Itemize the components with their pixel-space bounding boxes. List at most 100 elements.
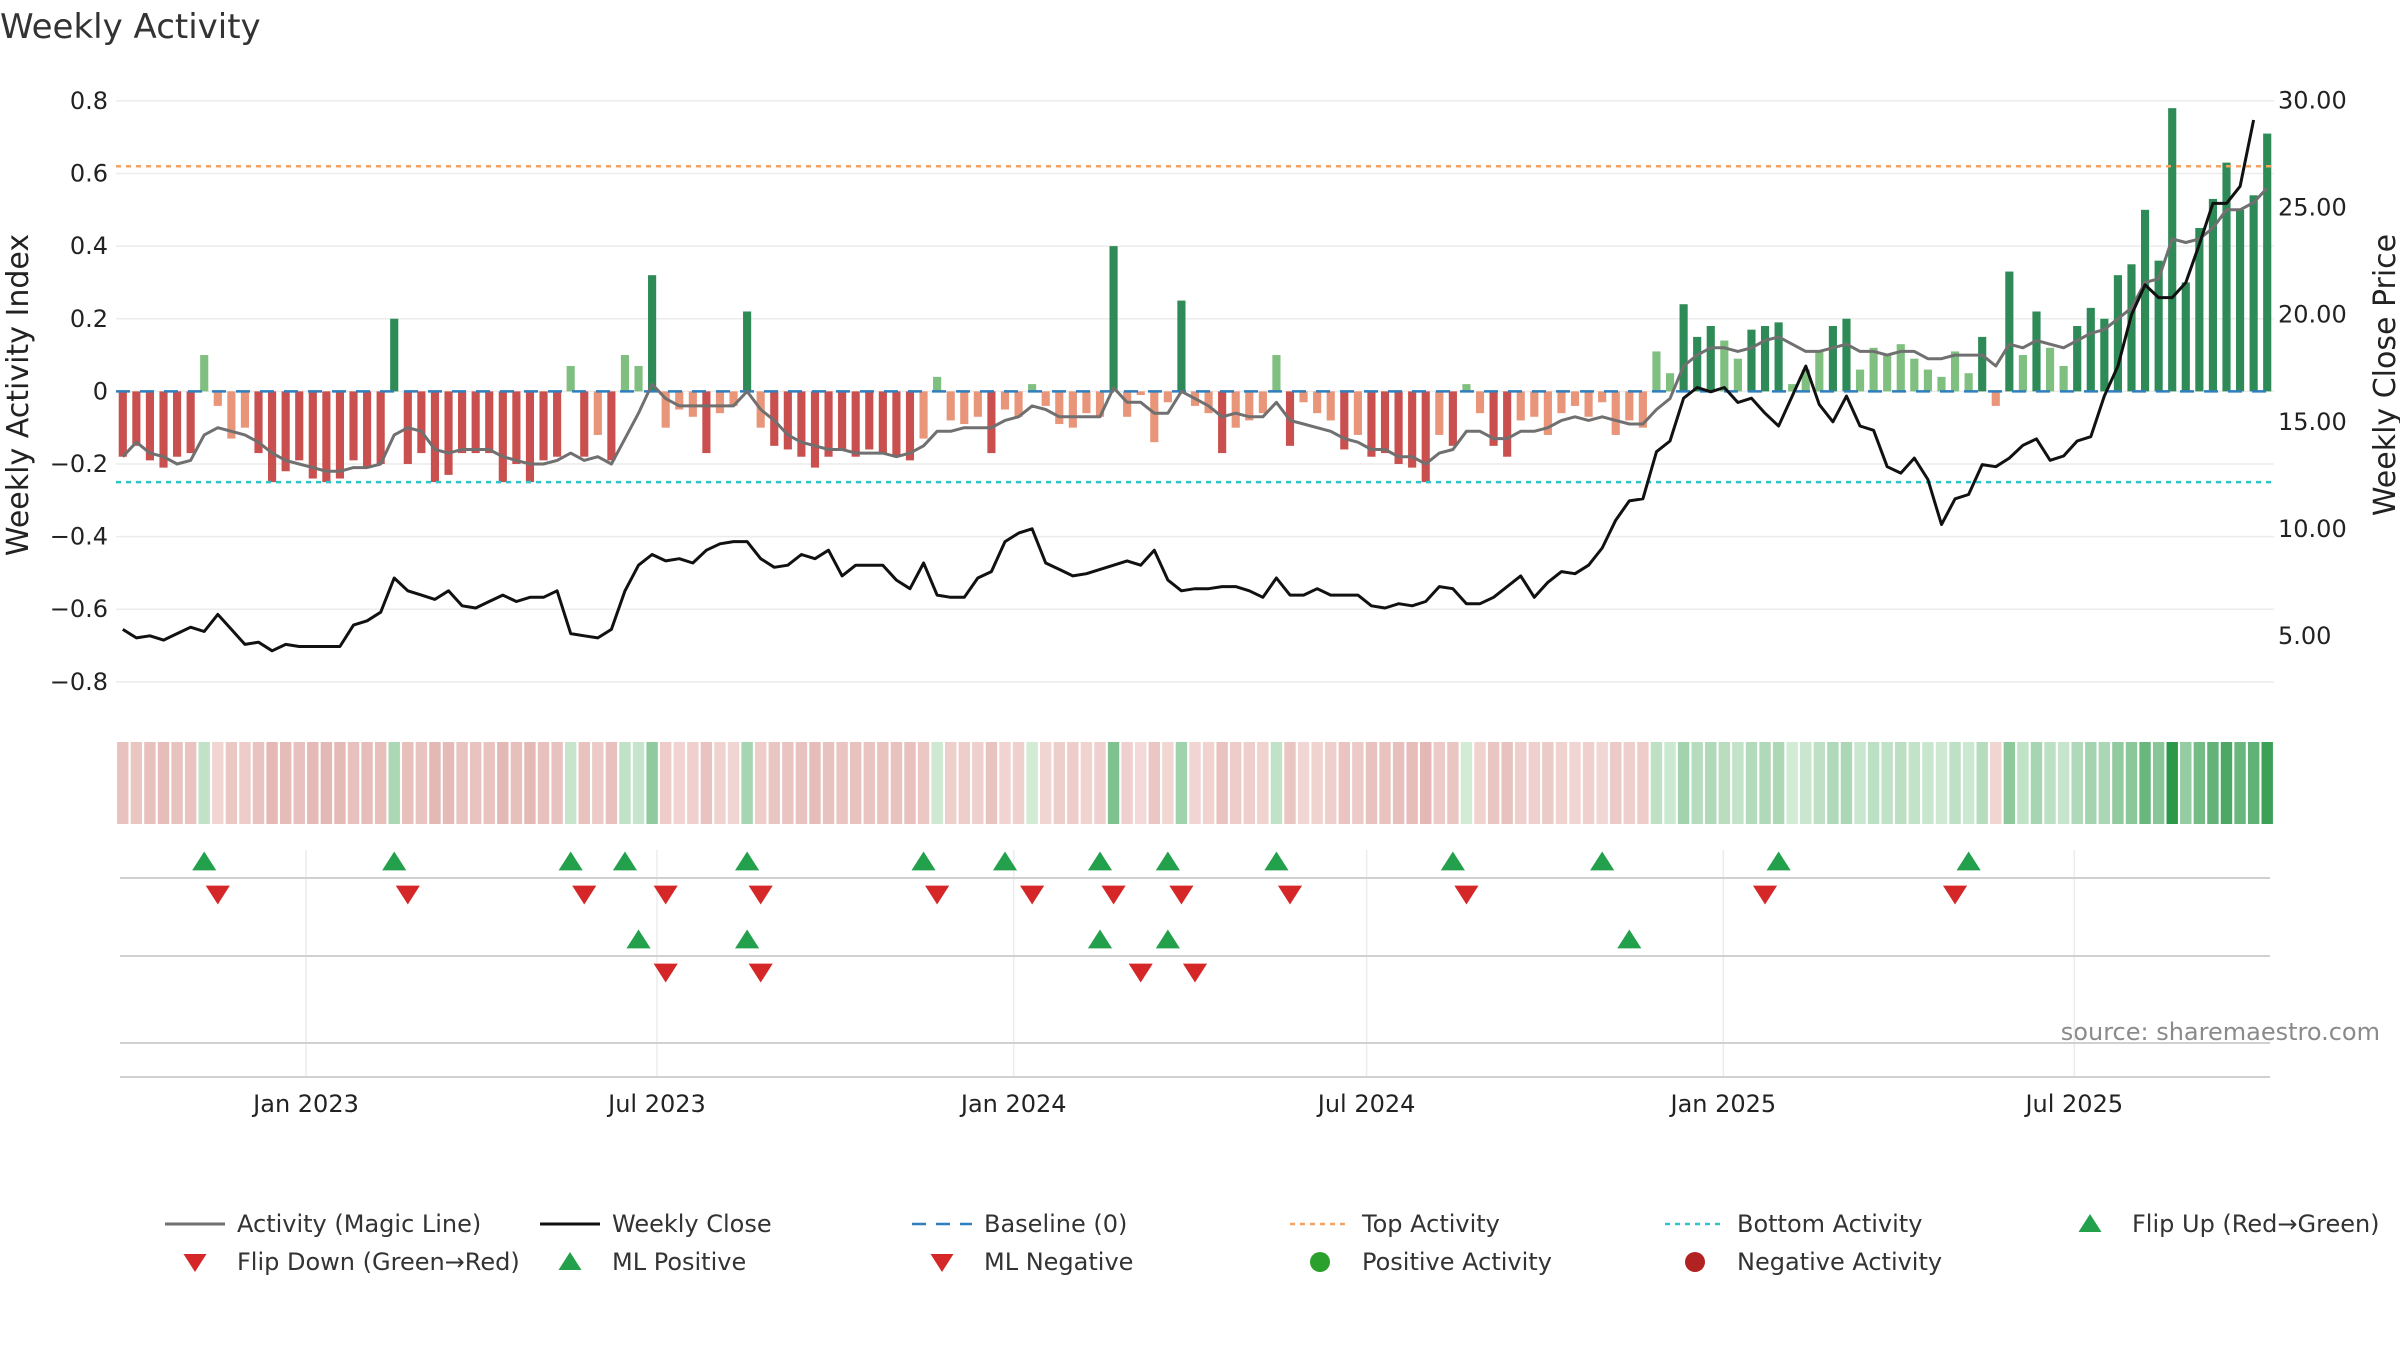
activity-bar [1489, 391, 1498, 446]
activity-bar [973, 391, 982, 417]
activity-bar [2222, 162, 2231, 392]
strip-cell [483, 742, 495, 824]
activity-bar [797, 391, 806, 457]
strip-cell [1664, 742, 1676, 824]
activity-bar [607, 391, 616, 461]
strip-cell [1569, 742, 1581, 824]
activity-bar [2073, 326, 2082, 392]
strip-cell [1338, 742, 1350, 824]
strip-cell [1379, 742, 1391, 824]
y2-tick-label: 30.00 [2278, 87, 2347, 115]
magic-line [121, 186, 2269, 473]
strip-cell [1691, 742, 1703, 824]
activity-bar [2005, 271, 2014, 392]
activity-bar [1883, 355, 1892, 392]
x-tick-label: Jul 2024 [1316, 1090, 1416, 1118]
ml-negative-marker [653, 963, 678, 983]
strip-cell [2261, 742, 2273, 824]
strip-cell [592, 742, 604, 824]
activity-bar [159, 391, 168, 468]
strip-cell [2247, 742, 2260, 824]
flip-up-marker [612, 851, 638, 871]
strip-cell [1474, 742, 1486, 824]
strip-cell [1107, 742, 1120, 824]
activity-bar [1598, 391, 1607, 403]
strip-cell [768, 742, 780, 824]
strip-cell [1582, 742, 1595, 824]
legend-label: Positive Activity [1362, 1248, 1552, 1276]
strip-cell [144, 742, 156, 824]
activity-bar [661, 391, 670, 428]
weekly-close-line [122, 119, 2256, 653]
strip-cell [225, 742, 238, 824]
flip-down-marker [205, 885, 230, 905]
strip-cell [1392, 742, 1405, 824]
activity-bar [1028, 384, 1037, 392]
legend-swatch [183, 1254, 207, 1272]
strip-cell [415, 742, 428, 824]
strip-cell [1935, 742, 1948, 824]
strip-cell [1053, 742, 1065, 824]
activity-bar [1326, 391, 1335, 421]
x-tick-label: Jan 2024 [959, 1090, 1067, 1118]
strip-cell [1949, 742, 1961, 824]
strip-cell [578, 742, 590, 824]
activity-bar [1503, 391, 1512, 457]
legend-item-baseline: Baseline (0) [912, 1210, 1127, 1238]
activity-bar [1258, 391, 1267, 414]
flip-down-marker [748, 885, 773, 905]
y-tick-label: 0 [93, 377, 108, 405]
strip-cell [822, 742, 835, 824]
strip-cell [836, 742, 848, 824]
strip-cell [361, 742, 373, 824]
activity-bar [1543, 391, 1552, 435]
legend-item-negact: Negative Activity [1685, 1248, 1942, 1276]
strip-cell [198, 742, 210, 824]
activity-bar [1245, 391, 1254, 421]
flip-down-marker [925, 885, 950, 905]
activity-bar [946, 391, 955, 421]
activity-bar [2100, 318, 2109, 392]
activity-bar [1828, 326, 1837, 392]
strip-cell [497, 742, 509, 824]
legend-label: Top Activity [1361, 1210, 1500, 1238]
activity-bar [1774, 322, 1783, 392]
activity-bar [1340, 391, 1349, 450]
strip-cell [1216, 742, 1228, 824]
strip-cell [293, 742, 305, 824]
x-tick-label: Jan 2025 [1668, 1090, 1776, 1118]
ml-positive-marker [1155, 929, 1180, 949]
activity-bar [186, 391, 195, 454]
strip-cell [972, 742, 984, 824]
strip-cell [1854, 742, 1866, 824]
activity-bar [512, 391, 521, 464]
activity-bar [743, 311, 752, 392]
activity-bar [1638, 391, 1647, 428]
strip-cell [958, 742, 970, 824]
strip-cell [1637, 742, 1649, 824]
strip-cell [1012, 742, 1025, 824]
strip-cell [1080, 742, 1093, 824]
strip-cell [2139, 742, 2151, 824]
activity-bar [1218, 391, 1227, 454]
signal-markers [192, 851, 1981, 983]
y2-tick-label: 10.00 [2278, 515, 2347, 543]
y-tick-label: 0.2 [70, 305, 108, 333]
strip-cell [1881, 742, 1893, 824]
legend-item-mlpos: ML Positive [558, 1248, 746, 1276]
activity-bar [458, 391, 467, 454]
activity-bar [254, 391, 263, 454]
activity-bar [1869, 347, 1878, 392]
activity-bar [1041, 391, 1050, 406]
strip-cell [184, 742, 197, 824]
activity-bar [498, 391, 507, 483]
activity-bar [1706, 326, 1715, 392]
strip-cell [1365, 742, 1378, 824]
activity-bar [2045, 347, 2055, 392]
activity-bar [281, 391, 290, 472]
activity-bar [2195, 227, 2204, 392]
strip-cell [1243, 742, 1255, 824]
activity-bar [824, 391, 833, 457]
activity-bar [1842, 318, 1851, 392]
strip-cell [2220, 742, 2233, 824]
